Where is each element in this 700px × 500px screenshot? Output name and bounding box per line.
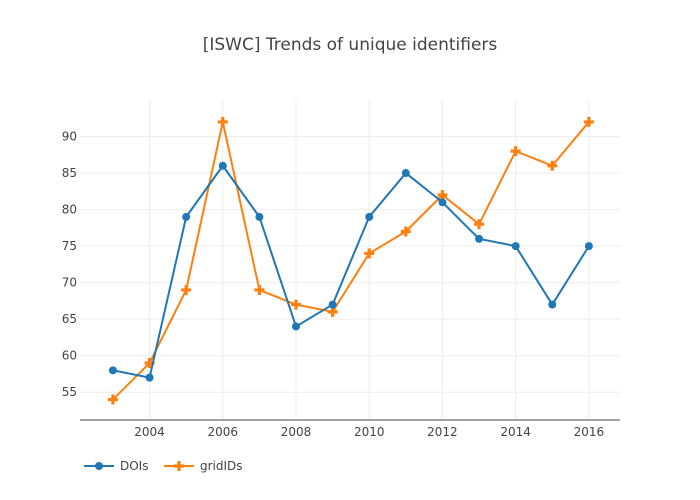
point-dois-2005[interactable] <box>182 212 191 221</box>
point-dois-2012[interactable] <box>438 198 447 207</box>
point-dois-2011[interactable] <box>401 169 410 178</box>
y-tick-label-70: 70 <box>62 276 77 290</box>
chart-title: [ISWC] Trends of unique identifiers <box>203 35 498 55</box>
y-tick-label-75: 75 <box>62 239 77 253</box>
point-gridids-2016[interactable] <box>583 116 594 127</box>
y-tick-label-90: 90 <box>62 130 77 144</box>
x-tick-label-2004: 2004 <box>134 425 165 439</box>
point-gridids-2003[interactable] <box>107 394 118 405</box>
point-dois-2014[interactable] <box>511 242 520 251</box>
point-gridids-2011[interactable] <box>400 226 411 237</box>
point-dois-2006[interactable] <box>218 161 227 170</box>
point-dois-2008[interactable] <box>292 322 300 331</box>
x-tick-label-2006: 2006 <box>208 425 239 439</box>
x-tick-label-2016: 2016 <box>574 425 605 439</box>
legend[interactable]: DOIs gridIDs <box>84 459 243 473</box>
point-gridids-2005[interactable] <box>181 284 192 295</box>
x-tick-label-2014: 2014 <box>500 425 531 439</box>
point-dois-2004[interactable] <box>145 373 154 382</box>
point-dois-2013[interactable] <box>475 234 484 243</box>
series-line-gridids <box>112 120 590 401</box>
point-dois-2007[interactable] <box>255 212 264 221</box>
y-tick-label-65: 65 <box>62 312 77 326</box>
point-dois-2016[interactable] <box>584 242 593 251</box>
point-dois-2015[interactable] <box>548 300 557 309</box>
point-dois-2010[interactable] <box>365 212 374 221</box>
series-dois <box>108 161 593 382</box>
axes: 2004 2006 2008 2010 2012 2014 2016 55 60 65 70 75 80… <box>62 130 620 439</box>
legend-marker-cross <box>174 461 184 471</box>
legend-label-gridids: gridIDs <box>200 459 243 473</box>
point-gridids-2010[interactable] <box>364 248 375 259</box>
y-tick-label-80: 80 <box>62 203 77 217</box>
legend-item-dois[interactable]: DOIs <box>84 459 148 473</box>
series <box>107 116 594 405</box>
point-gridids-2007[interactable] <box>254 284 265 295</box>
point-gridids-2015[interactable] <box>547 160 558 171</box>
point-gridids-2006[interactable] <box>217 116 228 127</box>
legend-marker-circle <box>95 462 103 470</box>
legend-item-gridids[interactable]: gridIDs <box>164 459 243 473</box>
y-tick-label-85: 85 <box>62 166 77 180</box>
y-tick-label-55: 55 <box>62 385 77 399</box>
x-tick-label-2008: 2008 <box>281 425 312 439</box>
point-gridids-2009[interactable] <box>327 306 338 317</box>
series-line-dois <box>112 164 590 379</box>
x-tick-label-2010: 2010 <box>354 425 385 439</box>
point-gridids-2004[interactable] <box>144 358 155 369</box>
series-gridids <box>107 116 594 405</box>
x-tick-label-2012: 2012 <box>427 425 458 439</box>
point-gridids-2013[interactable] <box>474 219 485 230</box>
legend-label-dois: DOIs <box>120 459 148 473</box>
point-dois-2003[interactable] <box>108 366 117 375</box>
point-gridids-2008[interactable] <box>291 299 301 310</box>
y-tick-label-60: 60 <box>62 349 77 363</box>
point-gridids-2014[interactable] <box>510 146 521 157</box>
point-dois-2009[interactable] <box>328 300 337 309</box>
point-gridids-2012[interactable] <box>437 189 448 200</box>
